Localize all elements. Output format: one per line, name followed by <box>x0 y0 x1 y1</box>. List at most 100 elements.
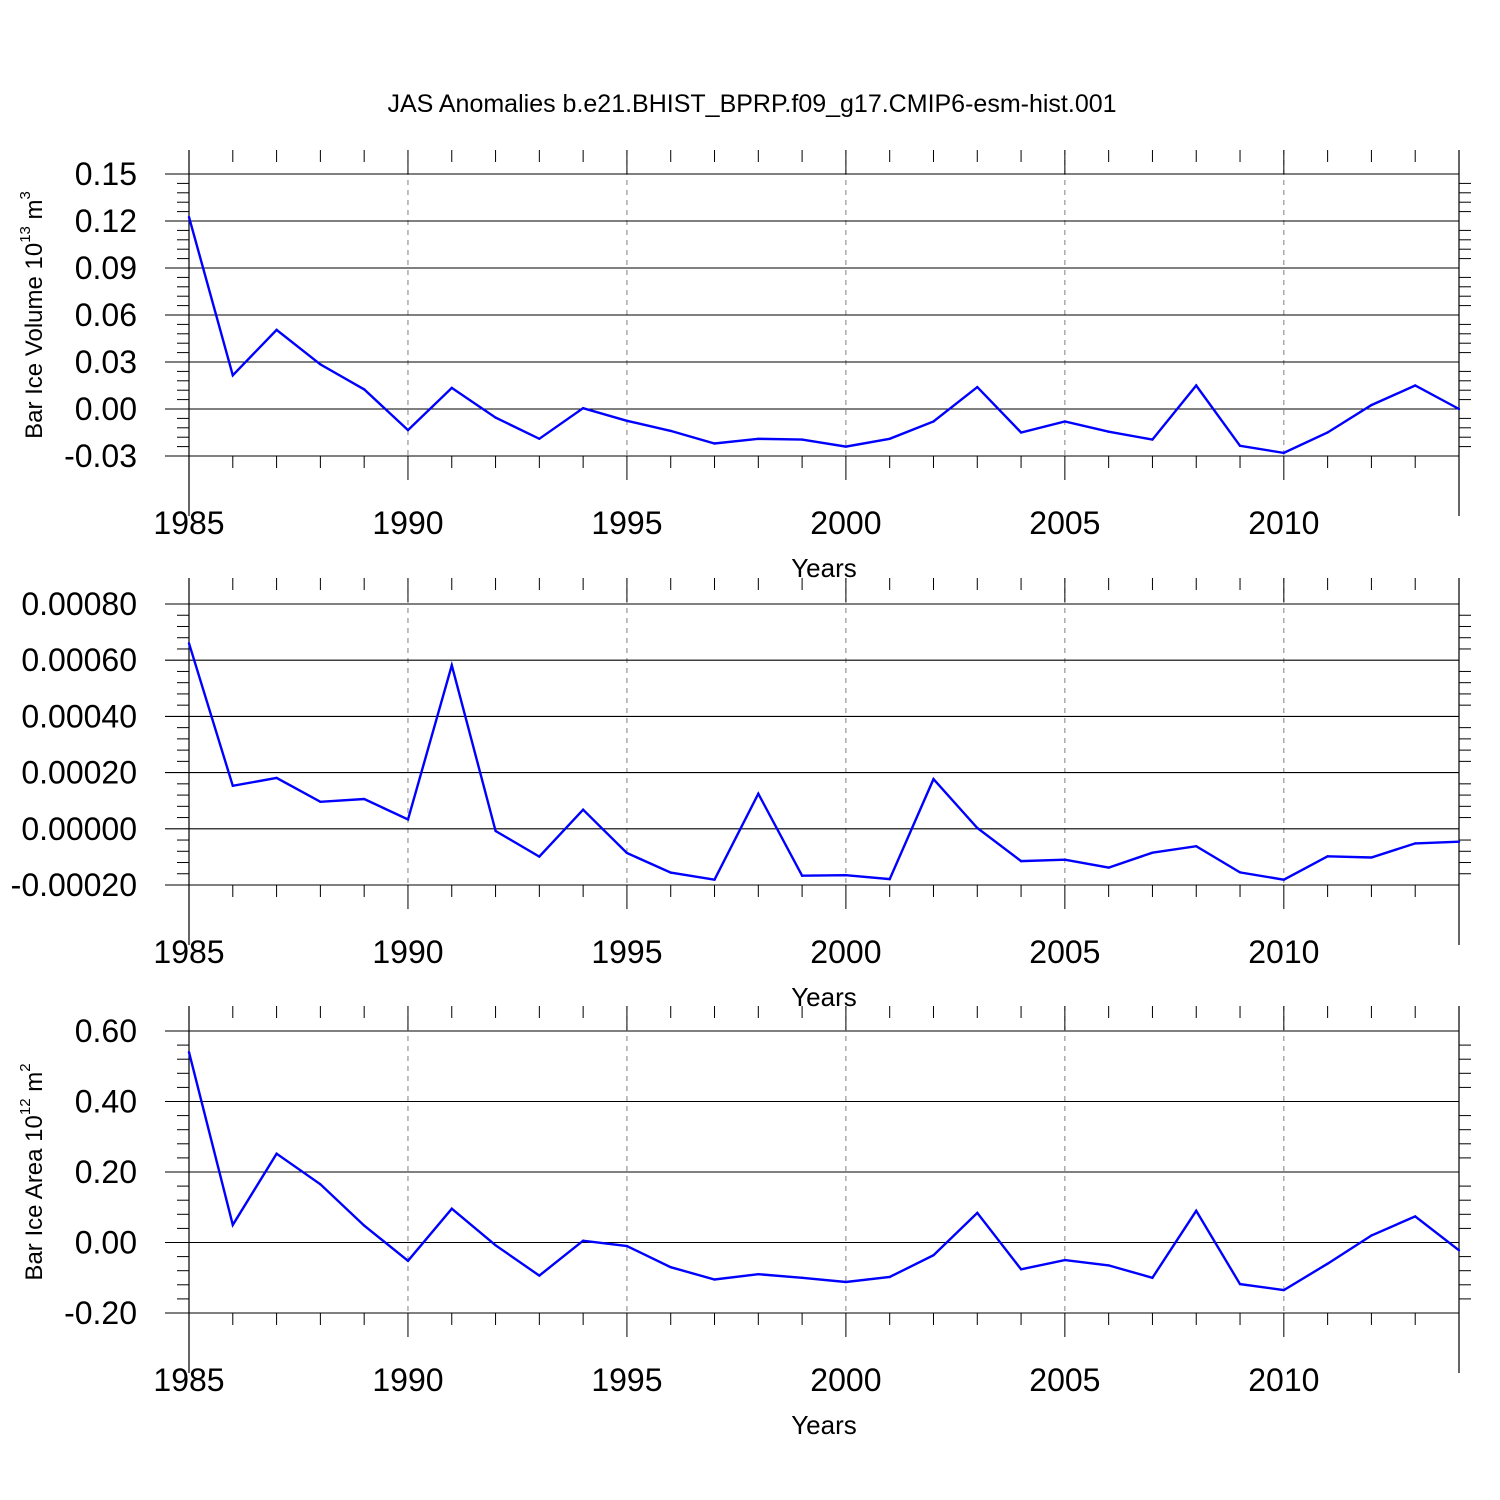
data-point <box>1326 855 1329 858</box>
x-tick-label: 2000 <box>810 934 881 970</box>
data-point <box>362 797 366 801</box>
data-point <box>494 829 497 833</box>
x-tick-label: 2005 <box>1029 505 1100 541</box>
data-point <box>1063 858 1067 861</box>
data-point <box>713 878 716 881</box>
series-line <box>187 642 1460 882</box>
data-point <box>713 1278 716 1281</box>
data-point <box>494 416 497 419</box>
data-point <box>275 328 278 332</box>
y-tick-label: 0.12 <box>75 203 137 239</box>
data-point <box>1019 859 1023 863</box>
y-axis-label: Bar Ice Volume 1013 m3 <box>17 191 48 439</box>
y-tick-label: 0.00060 <box>21 642 137 678</box>
data-point <box>231 1223 234 1227</box>
data-point <box>1107 430 1110 433</box>
data-point <box>976 385 979 389</box>
data-point <box>713 442 716 445</box>
data-point <box>976 1211 979 1215</box>
data-point <box>581 808 585 811</box>
data-point <box>669 871 672 874</box>
data-point <box>625 419 629 422</box>
data-point <box>187 1050 191 1054</box>
data-point <box>1063 1258 1067 1262</box>
data-point <box>976 826 979 830</box>
data-point <box>1457 840 1461 843</box>
data-point <box>757 1273 760 1276</box>
x-tick-label: 1995 <box>591 1362 662 1398</box>
area-panel: 0.60 0.40 0.20 0.00 -0.20 1985 1990 1995 2000 200… <box>17 1006 1471 1440</box>
y-axis-label: Bar Ice Area 1012 m2 <box>17 1063 48 1280</box>
data-point <box>757 792 760 795</box>
data-point <box>1414 842 1417 845</box>
y-tick-label: -0.00020 <box>11 867 137 903</box>
x-tick-label: 2005 <box>1029 1362 1100 1398</box>
x-tick-label: 1985 <box>153 505 224 541</box>
data-point <box>932 1253 935 1257</box>
chart-title: JAS Anomalies b.e21.BHIST_BPRP.f09_g17.C… <box>387 90 1116 118</box>
x-tick-label: 1990 <box>372 934 443 970</box>
data-point <box>1457 1249 1461 1252</box>
data-point <box>932 777 935 781</box>
data-point <box>800 438 804 441</box>
data-point <box>538 855 541 858</box>
data-point <box>669 1265 672 1269</box>
y-label-exponent: 13 <box>17 226 34 243</box>
data-point <box>319 800 322 804</box>
data-point <box>319 363 322 366</box>
data-point <box>538 1274 541 1277</box>
y-label-unit: m <box>21 1072 48 1099</box>
data-point <box>1326 1262 1329 1265</box>
x-tick-label: 2010 <box>1248 505 1319 541</box>
data-point <box>1457 407 1461 411</box>
x-tick-label: 1985 <box>153 1362 224 1398</box>
x-axis-label: Years <box>791 553 857 583</box>
y-tick-label: -0.20 <box>64 1295 137 1331</box>
y-label-base: Bar Ice Area 10 <box>21 1115 48 1280</box>
data-point <box>1238 871 1242 874</box>
y-tick-label: 0.15 <box>75 156 137 192</box>
data-point <box>1370 856 1373 859</box>
data-point <box>1195 1209 1198 1212</box>
y-label-exponent: 12 <box>17 1098 34 1115</box>
data-point <box>932 420 935 423</box>
data-point <box>450 386 453 390</box>
data-point <box>800 1276 804 1279</box>
data-point <box>844 445 848 448</box>
data-point <box>1195 845 1198 848</box>
series-line <box>187 1051 1460 1292</box>
data-point <box>1282 1288 1286 1292</box>
middle-panel: 0.00080 0.00060 0.00040 0.00020 0.00000 -0.00… <box>11 578 1471 1012</box>
y-tick-label: 0.06 <box>75 297 137 333</box>
data-point <box>362 388 366 391</box>
data-point <box>1063 420 1067 423</box>
data-point <box>844 1280 848 1284</box>
data-point <box>581 407 585 410</box>
data-point <box>231 374 234 377</box>
data-point <box>494 1244 497 1247</box>
y-tick-label: 0.00040 <box>21 698 137 734</box>
data-point <box>1019 1268 1023 1271</box>
data-point <box>450 1207 453 1210</box>
data-point <box>625 1244 629 1248</box>
data-point <box>888 1275 891 1279</box>
data-point <box>1370 403 1373 407</box>
data-point <box>669 429 672 433</box>
data-point <box>1195 384 1198 387</box>
y-tick-label: 0.00 <box>75 391 137 427</box>
y-tick-label: 0.00020 <box>21 755 137 791</box>
y-tick-label: 0.00080 <box>21 586 137 622</box>
data-point <box>888 877 891 881</box>
data-point <box>1370 1234 1373 1237</box>
data-point <box>757 437 760 440</box>
y-tick-label: 0.03 <box>75 344 137 380</box>
data-point <box>538 437 541 440</box>
x-tick-label: 1985 <box>153 934 224 970</box>
data-point <box>450 664 453 667</box>
x-tick-label: 2010 <box>1248 1362 1319 1398</box>
y-tick-label: 0.00000 <box>21 811 137 847</box>
data-point <box>1107 1264 1110 1267</box>
data-point <box>362 1224 366 1227</box>
y-tick-label: 0.20 <box>75 1154 137 1190</box>
data-point <box>187 215 191 219</box>
